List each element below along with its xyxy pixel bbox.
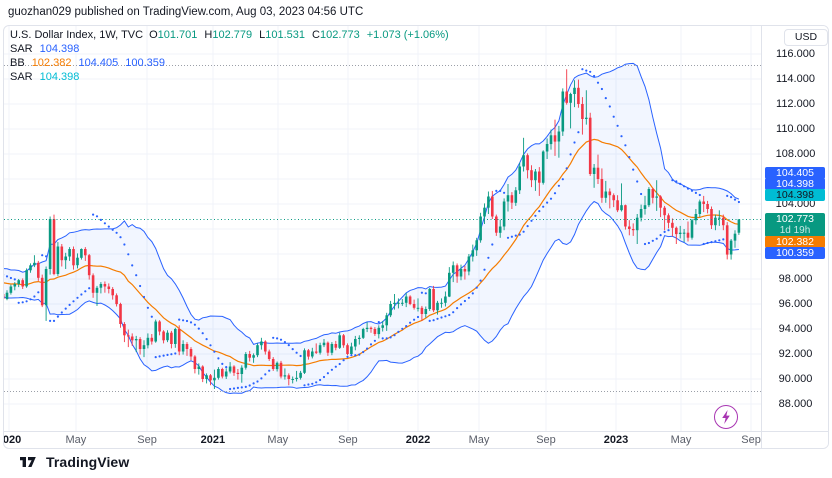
time-label: Sep: [741, 434, 761, 446]
currency-button[interactable]: USD: [784, 29, 828, 46]
price-tick: 104.000: [775, 198, 816, 210]
brand-text[interactable]: TradingView: [46, 454, 130, 470]
price-tick: 108.000: [775, 148, 816, 160]
indicator-value: 102.382: [31, 57, 72, 69]
indicator-name: SAR: [10, 71, 33, 83]
indicator-name: BB: [10, 57, 25, 69]
chart-plot-area[interactable]: U.S. Dollar Index, 1W, TVC O101.701 H102.7…: [4, 26, 761, 431]
bb-upper-badge: 104.405: [765, 166, 825, 179]
time-label: May: [468, 434, 490, 446]
sar2-badge: 104.398: [765, 189, 825, 201]
ohlc-key: L: [259, 29, 266, 41]
change-value: +1.073 (+1.06%): [366, 29, 449, 41]
time-label: 2023: [603, 434, 629, 446]
symbol-title: U.S. Dollar Index, 1W, TVC: [10, 29, 144, 41]
candlestick-chart[interactable]: [4, 26, 761, 431]
price-tick: 94.000: [778, 323, 813, 335]
price-tick: 116.000: [776, 48, 815, 60]
time-label: Sep: [137, 434, 157, 446]
price-tick: 90.000: [778, 373, 813, 385]
ohlc-value: 101.701: [157, 29, 198, 41]
countdown-text: 1d 19h: [779, 225, 811, 236]
last-price-badge: 102.773 1d 19h: [765, 213, 825, 237]
price-tick: 92.000: [778, 348, 813, 360]
time-label: May: [267, 434, 289, 446]
price-tick: 112.000: [776, 98, 815, 110]
price-tick: 96.000: [778, 298, 813, 310]
ohlc-values: O101.701 H102.779 L101.531 C102.773: [149, 29, 367, 41]
time-label: Sep: [536, 434, 556, 446]
tradingview-logo-icon[interactable]: [19, 455, 40, 469]
indicator-row-sar2: SAR 104.398: [10, 70, 449, 84]
time-label: May: [670, 434, 692, 446]
time-label: Sep: [338, 434, 358, 446]
indicator-name: SAR: [10, 43, 33, 55]
ohlc-value: 102.773: [319, 29, 360, 41]
ohlc-value: 101.531: [265, 29, 306, 41]
time-scale[interactable]: 2020 May Sep 2021 May Sep 2022 May Sep 2023 May Sep: [4, 431, 828, 448]
indicator-value: 104.398: [39, 43, 80, 55]
indicator-row-bb: BB 102.382 104.405 100.359: [10, 56, 449, 70]
symbol-row: U.S. Dollar Index, 1W, TVC O101.701 H102.7…: [10, 28, 449, 42]
indicator-row-sar: SAR 104.398: [10, 42, 449, 56]
bb-lower-badge: 100.359: [765, 247, 825, 259]
time-label: 2022: [405, 434, 431, 446]
indicator-value: 104.405: [78, 57, 119, 69]
indicator-value: 104.398: [39, 71, 80, 83]
price-tick: 114.000: [776, 73, 815, 85]
price-tick: 98.000: [778, 273, 813, 285]
bb-basis-badge: 102.382: [765, 235, 825, 248]
price-tick: 88.000: [778, 398, 813, 410]
ohlc-key: C: [312, 29, 320, 41]
chart-panel: U.S. Dollar Index, 1W, TVC O101.701 H102.7…: [3, 25, 829, 449]
ohlc-key: H: [204, 29, 213, 41]
boost-button[interactable]: [714, 405, 738, 429]
time-label: 2020: [4, 434, 22, 446]
time-label: May: [65, 434, 87, 446]
footer: TradingView: [19, 453, 129, 471]
ohlc-value: 102.779: [212, 29, 253, 41]
price-tick: 110.000: [776, 123, 815, 135]
ohlc-key: O: [149, 29, 158, 41]
price-scale[interactable]: USD 116.000 114.000 112.000 110.000 108.000 1…: [761, 26, 828, 448]
sar-badge: 104.398: [765, 177, 825, 190]
chart-legend: U.S. Dollar Index, 1W, TVC O101.701 H102.7…: [10, 28, 449, 84]
indicator-value: 100.359: [125, 57, 165, 69]
lightning-icon: [722, 410, 730, 424]
time-label: 2021: [200, 434, 226, 446]
publish-info: guozhan029 published on TradingView.com,…: [8, 6, 364, 18]
